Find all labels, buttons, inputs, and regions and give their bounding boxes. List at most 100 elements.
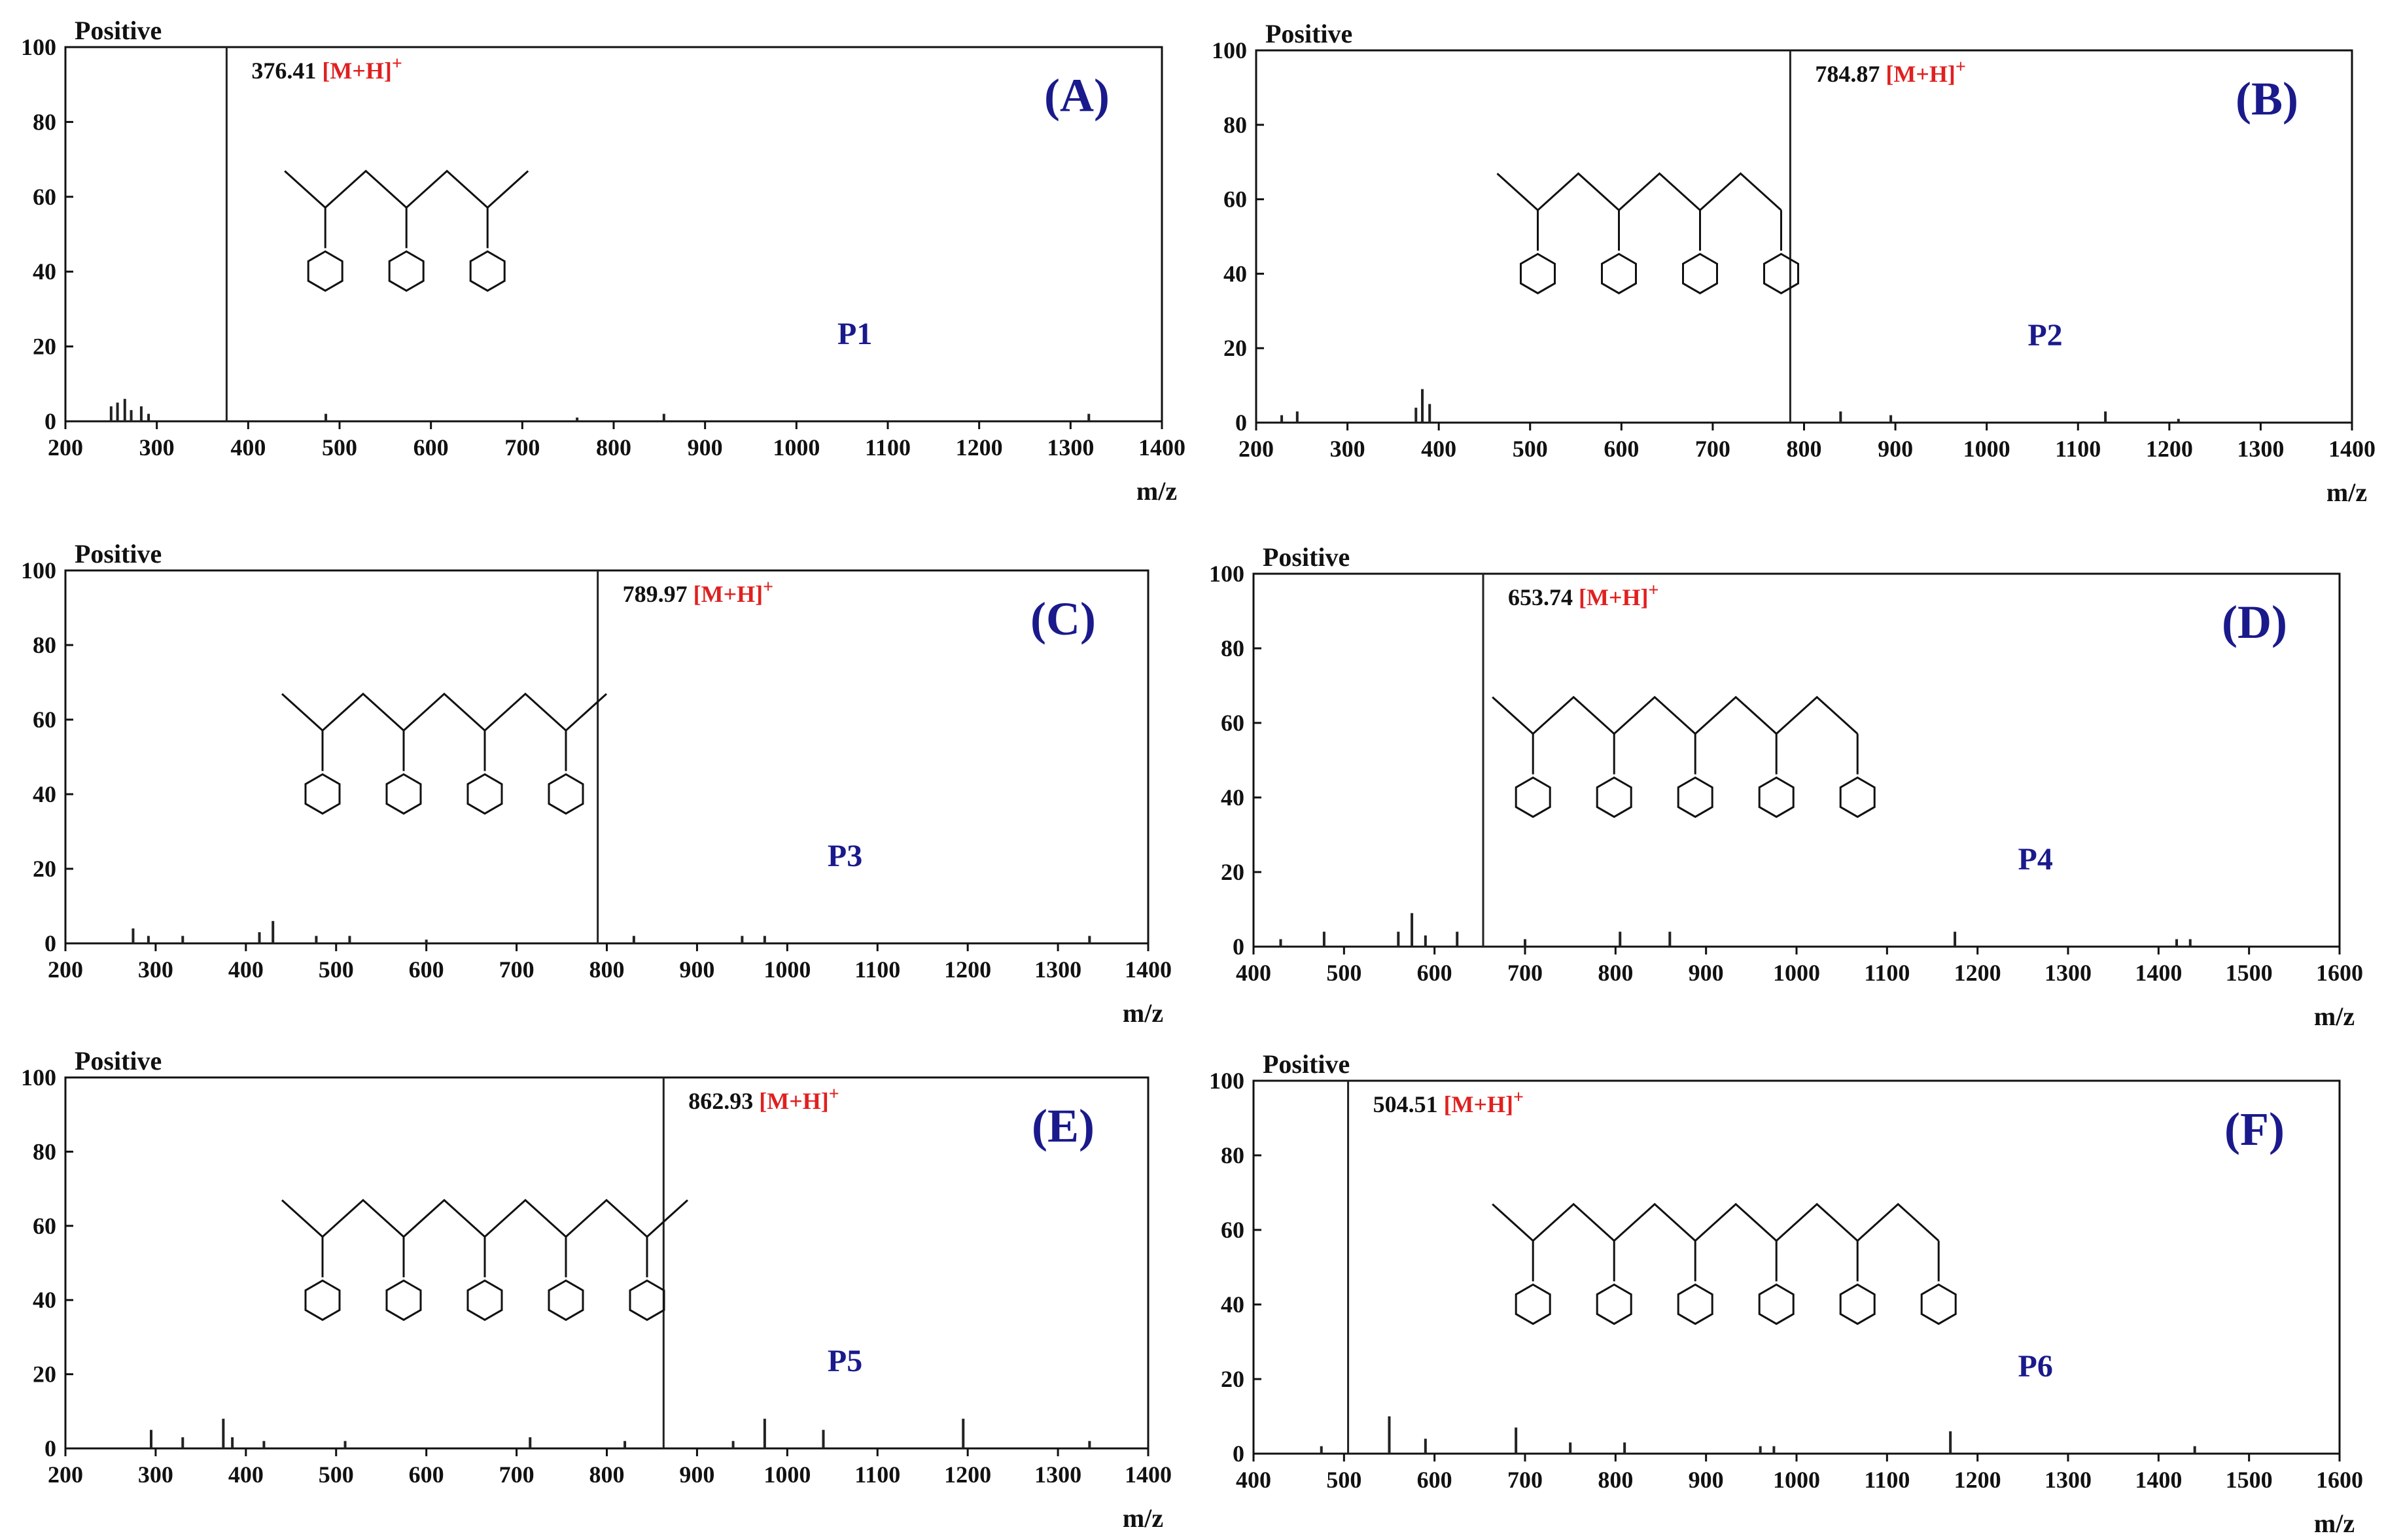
panel-letter: (D) [2222,596,2287,648]
x-tick-label: 800 [1787,436,1822,462]
molecule-ring [1515,776,1551,818]
x-tick-label: 700 [1507,960,1543,986]
x-tick-label: 1000 [763,1461,811,1488]
molecule-ring [1839,776,1876,818]
x-tick-label: 600 [1417,960,1452,986]
precursor-label: 862.93 [M+H]+ [688,1084,839,1114]
ion-mode-label: Positive [1265,19,1352,48]
x-tick-label: 1500 [2226,1467,2273,1493]
molecule-ring [1596,776,1632,818]
precursor-label: 653.74 [M+H]+ [1508,580,1658,610]
ion-mode-label: Positive [75,1046,162,1076]
x-tick-label: 600 [1604,436,1639,462]
x-tick-label: 1300 [2044,960,2092,986]
x-tick-label: 700 [504,434,540,461]
ion-mode-label: Positive [75,539,162,569]
molecule-ring [466,1279,503,1321]
x-tick-label: 1200 [2146,436,2193,462]
y-tick-label: 20 [1223,335,1247,361]
x-tick-label: 900 [679,956,714,983]
x-tick-label: 300 [139,434,175,461]
peptide-label: P4 [2018,842,2053,877]
x-tick-label: 900 [1689,1467,1724,1493]
molecule-ring [304,1279,341,1321]
y-tick-label: 40 [33,1287,56,1313]
x-tick-label: 500 [1513,436,1548,462]
molecule-ring [1677,776,1713,818]
x-tick-label: 1400 [1138,434,1185,461]
molecule-ring [385,1279,422,1321]
x-tick-label: 400 [228,1461,264,1488]
y-tick-label: 60 [33,707,56,733]
x-tick-label: 1300 [1034,1461,1081,1488]
y-tick-label: 20 [33,856,56,882]
molecule-ring [307,250,343,292]
molecule-ring [1520,253,1556,294]
x-tick-label: 1500 [2226,960,2273,986]
x-tick-label: 200 [48,1461,83,1488]
x-tick-label: 200 [1238,436,1274,462]
molecule-ring [1920,1283,1957,1325]
x-tick-label: 700 [1695,436,1730,462]
precursor-label: 376.41 [M+H]+ [251,54,402,84]
plot-frame [1255,49,2353,424]
x-tick-label: 1300 [1047,434,1094,461]
x-tick-label: 1300 [2044,1467,2092,1493]
x-tick-label: 600 [409,956,444,983]
precursor-label: 784.87 [M+H]+ [1815,57,1965,87]
plot-frame [1252,1079,2341,1455]
x-axis-label: m/z [2326,478,2367,507]
x-axis-label: m/z [2314,1509,2355,1538]
y-tick-label: 100 [1209,1068,1244,1094]
x-tick-label: 1300 [1034,956,1081,983]
panel-letter: (C) [1030,593,1096,645]
x-tick-label: 1000 [1773,1467,1820,1493]
plot-frame [64,1076,1149,1450]
spectrum-panel-p5: Positive 0 20 40 60 80 100 200 300 400 500 600 700 80… [21,1046,1172,1533]
x-tick-label: 1100 [1864,960,1910,986]
panel-letter: (B) [2236,73,2298,125]
x-tick-label: 1200 [1954,1467,2001,1493]
y-tick-label: 0 [1233,1441,1244,1467]
x-tick-label: 600 [1417,1467,1452,1493]
peptide-label: P6 [2018,1349,2053,1384]
x-tick-label: 1400 [2135,1467,2182,1493]
x-tick-label: 400 [230,434,266,461]
y-tick-label: 0 [44,930,56,956]
y-tick-label: 40 [33,258,56,285]
x-tick-label: 1000 [763,956,811,983]
x-tick-label: 1200 [956,434,1003,461]
y-tick-label: 80 [1221,635,1244,661]
y-tick-label: 80 [1221,1142,1244,1168]
x-tick-label: 500 [322,434,357,461]
spectrum-panel-p1: Positive 0 20 40 60 80 100 200 300 400 500 600 700 80… [21,16,1185,506]
x-tick-label: 1200 [1954,960,2001,986]
x-axis-label: m/z [1123,998,1163,1028]
x-tick-label: 700 [499,956,535,983]
ion-mode-label: Positive [1263,1049,1350,1079]
molecule-ring [466,773,503,815]
x-tick-label: 500 [319,1461,354,1488]
x-tick-label: 800 [1598,1467,1633,1493]
ion-mode-label: Positive [1263,542,1350,572]
spectrum-panel-p4: Positive 0 20 40 60 80 100 400 500 600 700 800 900 10… [1209,542,2363,1031]
y-tick-label: 60 [33,1213,56,1239]
y-tick-label: 40 [1221,784,1244,811]
molecule-ring [388,250,425,292]
plot-frame [64,569,1149,945]
molecule-ring [548,1279,584,1321]
molecule-structure [281,1199,689,1238]
molecule-ring [1758,776,1795,818]
y-tick-label: 40 [1221,1291,1244,1318]
molecule-ring [1596,1283,1632,1325]
y-tick-label: 100 [1209,561,1244,587]
x-tick-label: 500 [1326,960,1361,986]
x-tick-label: 1600 [2316,960,2363,986]
molecule-ring [385,773,422,815]
y-tick-label: 20 [33,1361,56,1388]
panel-letter: (E) [1032,1100,1095,1152]
x-tick-label: 700 [1507,1467,1543,1493]
x-tick-label: 800 [596,434,631,461]
y-tick-label: 100 [21,1064,56,1091]
molecule-ring [1601,253,1637,294]
